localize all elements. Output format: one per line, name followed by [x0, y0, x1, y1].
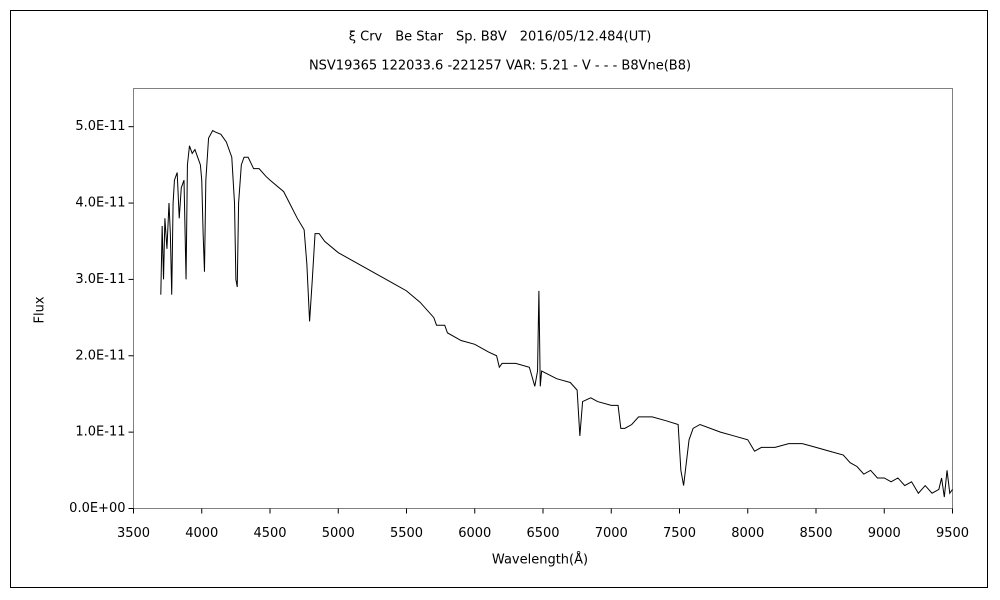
x-tick-label: 9000 — [868, 526, 901, 541]
y-tick-label: 2.0E-11 — [75, 348, 125, 363]
spectrum-line — [160, 129, 953, 498]
x-axis-label: Wavelength(Å) — [492, 552, 588, 568]
x-tick-label: 5500 — [390, 526, 423, 541]
x-tick-label: 6000 — [458, 526, 491, 541]
chart-subtitle: NSV19365 122033.6 -221257 VAR: 5.21 - V … — [309, 59, 691, 74]
x-tick-label: 8000 — [731, 526, 764, 541]
y-tick-label: 3.0E-11 — [75, 272, 125, 287]
x-tick-label: 4000 — [185, 526, 218, 541]
x-tick-label: 9500 — [936, 526, 969, 541]
x-tick-label: 6500 — [526, 526, 559, 541]
y-tick-label: 4.0E-11 — [75, 196, 125, 211]
x-tick-label: 4500 — [253, 526, 286, 541]
x-tick-label: 7500 — [663, 526, 696, 541]
y-tick-label: 5.0E-11 — [75, 119, 125, 134]
x-tick-label: 5000 — [322, 526, 355, 541]
chart-frame — [10, 10, 988, 588]
y-tick-label: 1.0E-11 — [75, 425, 125, 440]
chart-title: ξ Crv Be Star Sp. B8V 2016/05/12.484(UT) — [349, 30, 652, 45]
x-tick-label: 7000 — [595, 526, 628, 541]
x-tick-label: 3500 — [117, 526, 150, 541]
y-axis-label: Flux — [33, 296, 48, 323]
x-tick-label: 8500 — [799, 526, 832, 541]
y-tick-label: 0.0E+00 — [69, 501, 125, 516]
